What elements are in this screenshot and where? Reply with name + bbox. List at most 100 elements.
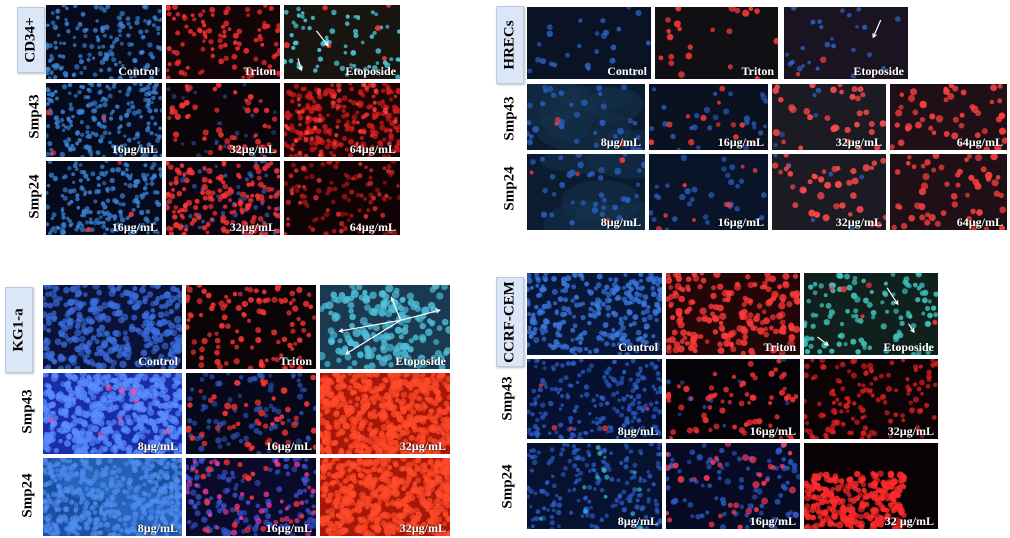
tile-label: 16µg/mL	[111, 220, 158, 234]
tile-label: 8µg/mL	[617, 424, 658, 438]
micrograph-tile: 16µg/mL	[666, 359, 800, 439]
row-label-cd34-smp24: Smp24	[26, 174, 43, 219]
micrograph-tile: Etoposide	[284, 5, 400, 79]
micrograph-image	[649, 154, 768, 230]
micrograph-image	[527, 7, 651, 79]
row-label-hrecs-smp24: Smp24	[501, 166, 518, 211]
tile-label: 16µg/mL	[717, 135, 764, 149]
micrograph-tile: Triton	[655, 7, 778, 79]
row-label-cd34-smp43: Smp43	[26, 94, 43, 139]
micrograph-tile: 8µg/mL	[527, 359, 662, 439]
tile-label: 16µg/mL	[717, 215, 764, 229]
micrograph-tile: 16µg/mL	[666, 443, 800, 529]
tile-label: 8µg/mL	[617, 514, 658, 528]
micrograph-image	[804, 359, 938, 439]
tile-label: 32µg/mL	[399, 521, 446, 535]
micrograph-tile: 32µg/mL	[772, 154, 886, 230]
micrograph-image	[320, 285, 450, 369]
tile-label: 16µg/mL	[265, 521, 312, 535]
tile-label: 64µg/mL	[349, 142, 396, 156]
tile-label: 64µg/mL	[349, 220, 396, 234]
cell-line-label-cd34: CD34+	[17, 7, 45, 73]
tile-label: 32µg/mL	[229, 220, 276, 234]
micrograph-tile: Control	[527, 273, 662, 355]
micrograph-image	[649, 84, 768, 150]
micrograph-image	[527, 154, 645, 230]
micrograph-tile: 16µg/mL	[186, 458, 316, 536]
micrograph-tile: Triton	[166, 5, 280, 79]
cell-line-label-kg1a: KG1-a	[5, 287, 33, 373]
micrograph-image	[804, 273, 938, 355]
micrograph-tile: 8µg/mL	[43, 373, 182, 454]
micrograph-image	[320, 458, 450, 536]
tile-label: 8µg/mL	[600, 215, 641, 229]
micrograph-tile: 8µg/mL	[43, 458, 182, 536]
micrograph-tile: 16µg/mL	[649, 84, 768, 150]
row-label-ccrf-smp43: Smp43	[499, 376, 516, 421]
cell-line-label-ccrf: CCRF-CEM	[496, 277, 524, 367]
micrograph-tile: 8µg/mL	[527, 154, 645, 230]
tile-label: 64µg/mL	[956, 135, 1003, 149]
tile-label: 32µg/mL	[399, 439, 446, 453]
micrograph-tile: Etoposide	[320, 285, 450, 369]
micrograph-image	[46, 161, 162, 235]
micrograph-tile: 16µg/mL	[649, 154, 768, 230]
micrograph-tile: 8µg/mL	[527, 84, 645, 150]
micrograph-tile: 8µg/mL	[527, 443, 662, 529]
tile-label: Triton	[279, 354, 312, 368]
tile-label: 16µg/mL	[749, 514, 796, 528]
tile-label: Triton	[741, 64, 774, 78]
micrograph-tile: 32µg/mL	[772, 84, 886, 150]
micrograph-tile: 64µg/mL	[890, 154, 1007, 230]
tile-label: Etoposide	[853, 64, 904, 78]
tile-label: 8µg/mL	[137, 439, 178, 453]
micrograph-image	[527, 273, 662, 355]
tile-label: 32µg/mL	[835, 135, 882, 149]
micrograph-tile: 64µg/mL	[284, 83, 400, 157]
micrograph-image	[666, 273, 800, 355]
micrograph-image	[46, 83, 162, 157]
micrograph-tile: Control	[46, 5, 162, 79]
micrograph-image	[320, 373, 450, 454]
micrograph-image	[166, 5, 280, 79]
tile-label: Triton	[763, 340, 796, 354]
tile-label: Etoposide	[883, 340, 934, 354]
micrograph-image	[772, 154, 886, 230]
micrograph-image	[166, 83, 280, 157]
tile-label: 8µg/mL	[137, 521, 178, 535]
micrograph-tile: 16µg/mL	[46, 83, 162, 157]
micrograph-tile: 32µg/mL	[166, 83, 280, 157]
tile-label: 16µg/mL	[265, 439, 312, 453]
micrograph-image	[284, 5, 400, 79]
tile-label: Control	[118, 64, 158, 78]
micrograph-tile: Etoposide	[784, 7, 908, 79]
micrograph-tile: Etoposide	[804, 273, 938, 355]
micrograph-image	[43, 373, 182, 454]
tile-label: Etoposide	[395, 354, 446, 368]
micrograph-image	[666, 443, 800, 529]
tile-label: 64µg/mL	[956, 215, 1003, 229]
cell-line-label-hrecs: HRECs	[496, 6, 524, 84]
tile-label: Etoposide	[345, 64, 396, 78]
micrograph-tile: 64µg/mL	[284, 161, 400, 235]
micrograph-image	[284, 83, 400, 157]
tile-label: 32 µg/mL	[884, 514, 934, 528]
row-label-hrecs-smp43: Smp43	[501, 96, 518, 141]
tile-label: Control	[607, 64, 647, 78]
micrograph-tile: 16µg/mL	[46, 161, 162, 235]
tile-label: 16µg/mL	[111, 142, 158, 156]
micrograph-image	[890, 154, 1007, 230]
micrograph-tile: 32µg/mL	[804, 359, 938, 439]
micrograph-tile: 16µg/mL	[186, 373, 316, 454]
micrograph-image	[666, 359, 800, 439]
micrograph-image	[772, 84, 886, 150]
micrograph-tile: Triton	[186, 285, 316, 369]
micrograph-tile: 32 µg/mL	[804, 443, 938, 529]
micrograph-image	[284, 161, 400, 235]
micrograph-image	[46, 5, 162, 79]
micrograph-image	[655, 7, 778, 79]
micrograph-image	[186, 285, 316, 369]
tile-label: 16µg/mL	[749, 424, 796, 438]
micrograph-tile: 64µg/mL	[890, 84, 1007, 150]
tile-label: Triton	[243, 64, 276, 78]
